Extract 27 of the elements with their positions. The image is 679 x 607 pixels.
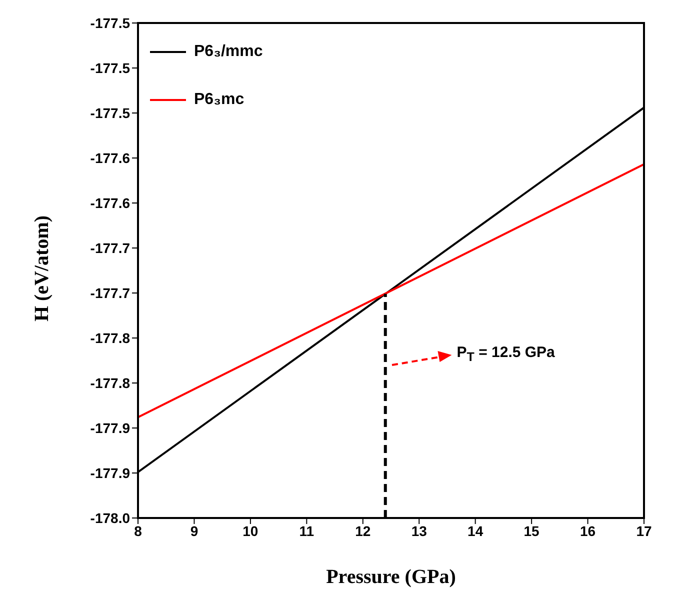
legend-label: P6₃mc [194, 91, 244, 109]
x-axis-title: Pressure (GPa) [325, 566, 457, 589]
legend-label: P6₃/mmc [194, 43, 263, 61]
y-tick-label: -177.9 [90, 420, 130, 436]
x-tick-label: 14 [468, 522, 484, 539]
y-axis-title: H (eV/atom) [30, 214, 54, 324]
y-tick-label: -177.8 [90, 374, 130, 391]
y-tick-label: -177.5 [90, 104, 130, 121]
x-tick-label: 15 [524, 522, 540, 539]
x-tick-label: 10 [242, 522, 258, 539]
x-tick-label: 16 [580, 522, 596, 539]
y-tick-label: -177.5 [90, 14, 130, 31]
x-tick-label: 12 [355, 522, 371, 539]
x-tick-label: 8 [134, 522, 142, 539]
x-tick-label: 9 [190, 522, 198, 539]
y-tick-label: -177.9 [90, 464, 130, 481]
y-tick-label: -178.0 [90, 510, 130, 526]
x-tick-label: 11 [299, 522, 314, 539]
annotation: P$_{T}$ = 12.5 GPa [456, 344, 555, 364]
y-tick-label: -177.5 [90, 60, 130, 76]
x-tick-label: 17 [636, 522, 652, 539]
y-tick-label: -177.6 [90, 150, 130, 166]
y-tick-label: -177.7 [90, 284, 130, 301]
y-tick-label: -177.8 [90, 330, 130, 346]
x-tick-label: 13 [411, 522, 428, 539]
y-tick-label: -177.6 [90, 194, 130, 211]
y-tick-label: -177.7 [90, 240, 130, 256]
